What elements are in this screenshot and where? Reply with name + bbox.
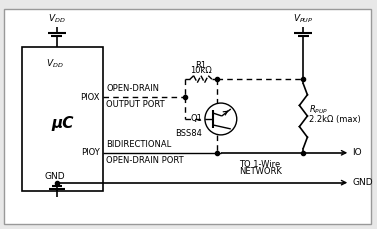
Text: $V_{PUP}$: $V_{PUP}$ bbox=[293, 13, 314, 25]
Text: PIOX: PIOX bbox=[80, 93, 100, 102]
Text: $R_{PUP}$: $R_{PUP}$ bbox=[310, 104, 328, 116]
Text: 10kΩ: 10kΩ bbox=[190, 66, 212, 75]
Text: 2.2kΩ (max): 2.2kΩ (max) bbox=[310, 115, 361, 125]
Text: NETWORK: NETWORK bbox=[239, 167, 282, 176]
FancyBboxPatch shape bbox=[22, 47, 103, 191]
Text: OUTPUT PORT: OUTPUT PORT bbox=[106, 100, 165, 109]
Text: $V_{DD}$: $V_{DD}$ bbox=[46, 57, 63, 70]
Text: BIDIRECTIONAL: BIDIRECTIONAL bbox=[106, 140, 172, 149]
Text: Q1: Q1 bbox=[190, 114, 202, 123]
Text: R1: R1 bbox=[195, 61, 207, 70]
Text: OPEN-DRAIN: OPEN-DRAIN bbox=[106, 84, 159, 93]
FancyBboxPatch shape bbox=[4, 8, 371, 224]
Text: PIOY: PIOY bbox=[81, 148, 100, 157]
Text: $V_{DD}$: $V_{DD}$ bbox=[48, 13, 66, 25]
Text: μC: μC bbox=[51, 117, 74, 131]
Text: GND: GND bbox=[44, 172, 65, 181]
Text: TO 1-Wire: TO 1-Wire bbox=[239, 160, 281, 169]
Text: OPEN-DRAIN PORT: OPEN-DRAIN PORT bbox=[106, 156, 184, 165]
Text: GND: GND bbox=[352, 178, 373, 187]
Text: BSS84: BSS84 bbox=[175, 129, 202, 138]
Text: IO: IO bbox=[352, 148, 362, 157]
